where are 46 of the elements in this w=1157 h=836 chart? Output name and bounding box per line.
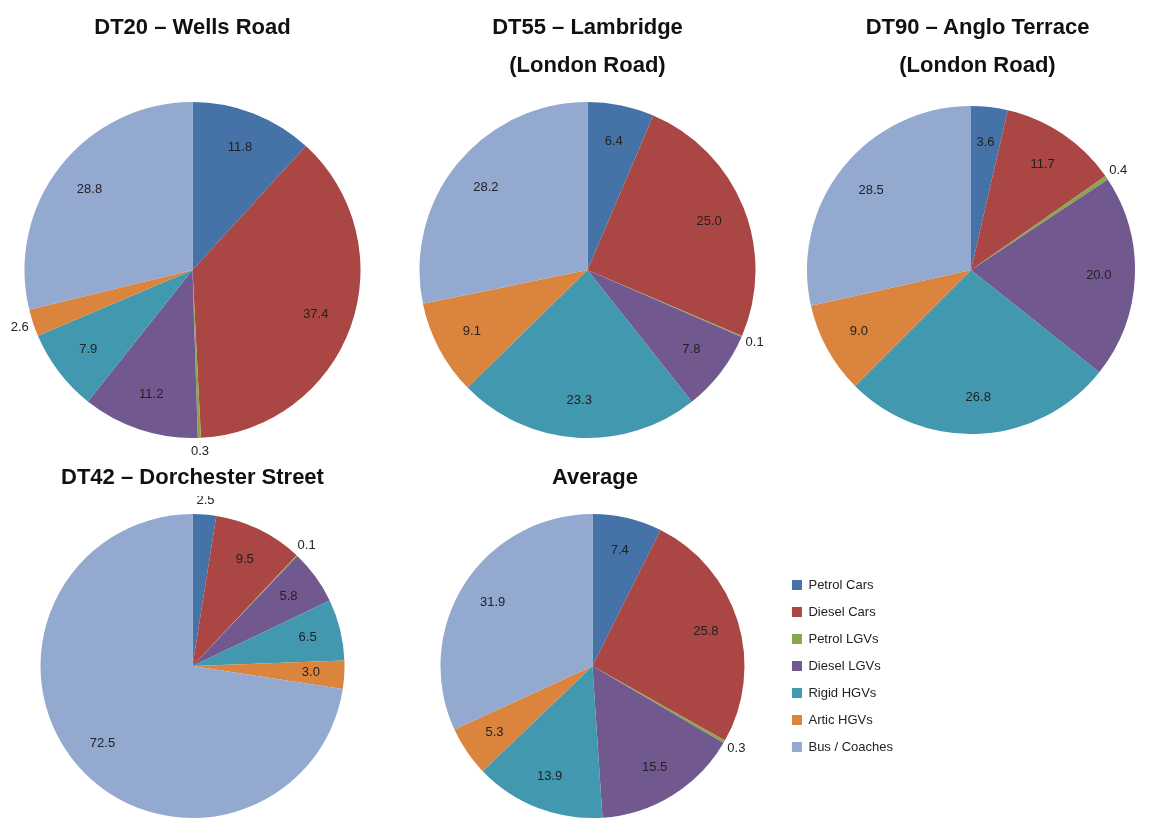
data-label: 28.2 [473,178,499,194]
legend-label: Rigid HGVs [808,684,877,700]
data-label: 5.3 [485,724,504,740]
chart-title: DT20 – Wells Road [93,13,292,41]
data-label: 9.1 [462,323,481,339]
data-label: 20.0 [1086,267,1112,283]
data-label: 72.5 [89,734,116,750]
data-label: 0.3 [727,740,746,756]
data-label: 0.4 [1109,161,1128,177]
data-label: 6.5 [298,629,317,645]
data-label: 15.5 [642,758,668,774]
data-label: 31.9 [479,593,506,609]
chart-title: Average [551,463,639,491]
data-label: 0.1 [297,537,316,553]
data-label: 2.6 [10,318,29,334]
data-label: 37.4 [303,305,329,321]
data-label: 28.5 [858,181,884,197]
data-label: 23.3 [566,392,592,408]
chart-title: DT90 – Anglo Terrace (London Road) [864,13,1091,79]
data-label: 7.8 [682,341,701,357]
data-label: 9.5 [235,551,254,567]
data-label: 26.8 [965,389,991,405]
data-label: 0.1 [745,333,764,349]
data-label: 0.3 [190,443,209,459]
data-label: 13.9 [536,768,563,784]
data-label: 5.8 [279,587,298,603]
data-label: 11.7 [1030,155,1055,171]
data-label: 3.6 [976,134,995,150]
legend-label: Diesel Cars [808,603,877,619]
legend-label: Artic HGVs [808,711,874,727]
legend-label: Bus / Coaches [808,738,894,754]
data-label: 11.8 [227,139,253,155]
data-label: 3.0 [301,664,320,680]
data-label: 11.2 [139,385,164,401]
data-label: 28.8 [76,180,103,196]
data-label: 9.0 [849,323,868,339]
data-label: 25.0 [696,212,722,228]
legend-label: Petrol LGVs [808,630,880,646]
legend-label: Petrol Cars [808,576,874,592]
data-label: 7.9 [79,340,98,356]
legend-label: Diesel LGVs [808,657,882,673]
chart-title: DT42 – Dorchester Street [61,464,324,489]
data-label: 6.4 [604,133,623,149]
chart-title: DT55 – Lambridge (London Road) [491,13,684,79]
data-label: 25.8 [693,622,719,638]
data-label: 7.4 [610,542,629,558]
